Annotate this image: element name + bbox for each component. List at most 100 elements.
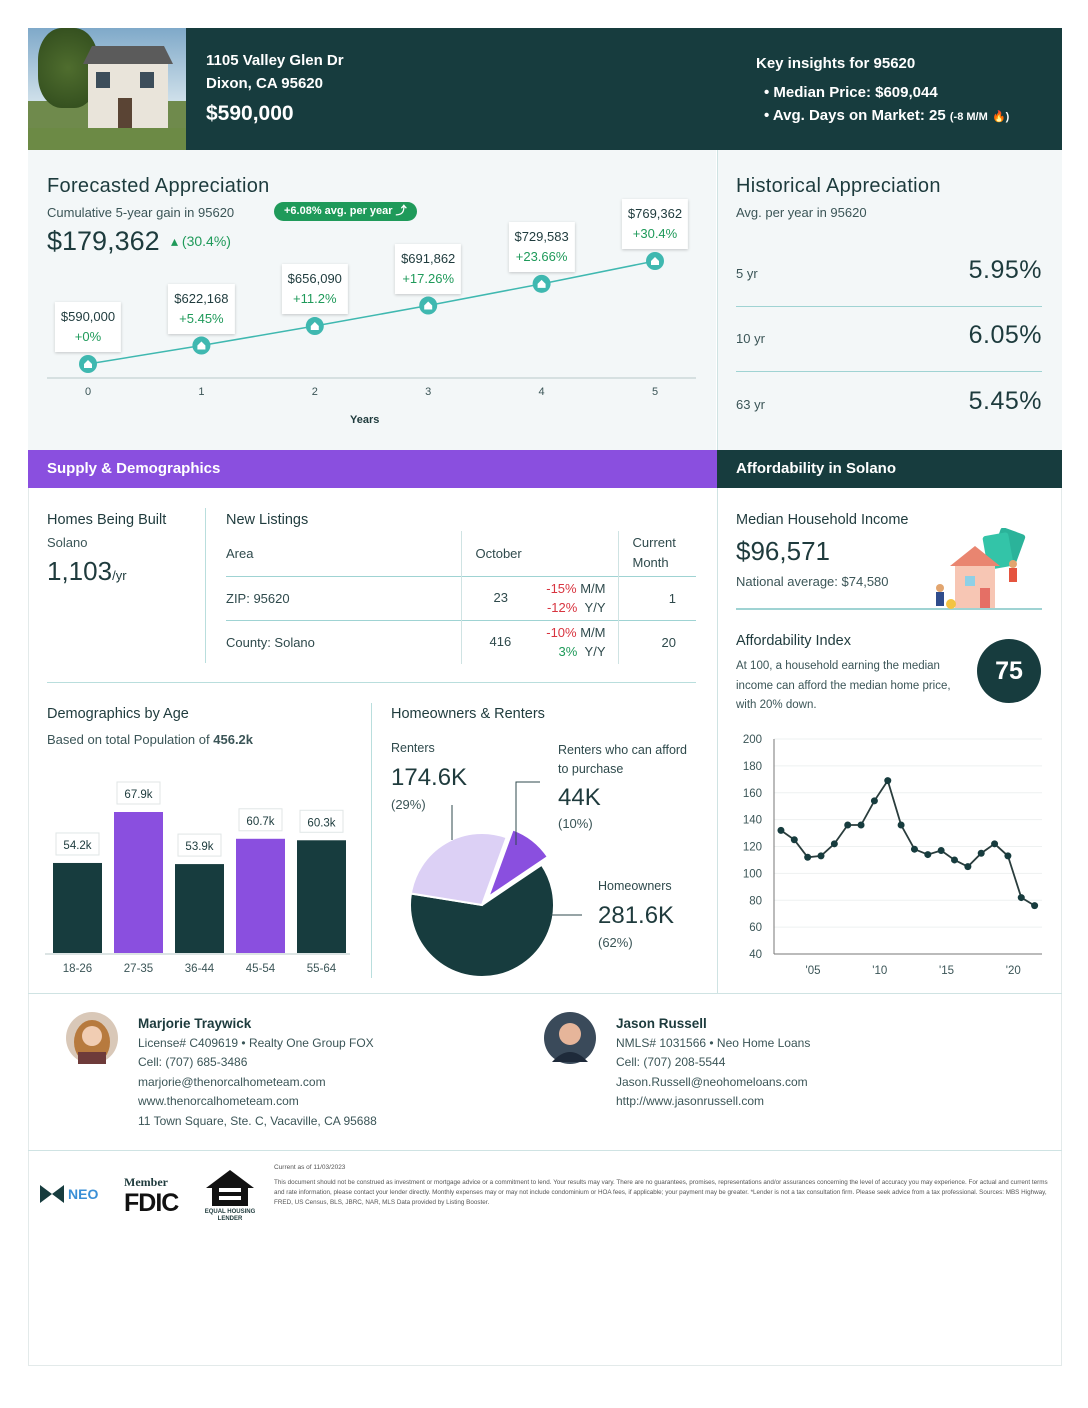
x-tick-label: 5 bbox=[652, 386, 658, 398]
y-tick-label: 160 bbox=[743, 788, 762, 800]
afford-value: 44K bbox=[558, 784, 601, 811]
point-label: $590,000 +0% bbox=[54, 302, 122, 352]
x-tick-label: '05 bbox=[806, 965, 821, 977]
data-point bbox=[817, 852, 825, 860]
x-tick-label: 45-54 bbox=[246, 963, 276, 975]
point-change: +11.2% bbox=[293, 291, 337, 307]
as-of-date: Current as of 11/03/2023 bbox=[274, 1164, 346, 1171]
point-change: +0% bbox=[74, 329, 102, 344]
homes-built-value: 1,103/yr bbox=[47, 556, 127, 591]
col-october: October bbox=[460, 531, 618, 576]
forecast-gain-pct: ▴ (30.4%) bbox=[171, 233, 231, 249]
agent-avatar bbox=[66, 1012, 118, 1064]
owners-title: Homeowners & Renters bbox=[391, 706, 545, 722]
lender-email[interactable]: Jason.Russell@neohomeloans.com bbox=[616, 1074, 808, 1089]
disclaimer: This document should not be construed as… bbox=[274, 1179, 1048, 1206]
historical-panel bbox=[717, 150, 1062, 450]
bar-label: 53.9k bbox=[185, 841, 213, 853]
fdic-logo: FDIC bbox=[124, 1189, 179, 1217]
demographics-title: Demographics by Age bbox=[47, 706, 189, 722]
data-point bbox=[897, 821, 905, 829]
median-price: • Median Price: $609,044 bbox=[764, 84, 938, 101]
lender-nmls: NMLS# 1031566 • Neo Home Loans bbox=[616, 1035, 811, 1050]
new-listings-table: Area October Current Month ZIP: 95620 23… bbox=[226, 531, 696, 664]
mm-change: -15% bbox=[546, 581, 577, 596]
neo-logo-text: NEO bbox=[68, 1186, 99, 1202]
data-point bbox=[884, 777, 892, 785]
address-line-1: 1105 Valley Glen Dr bbox=[206, 52, 344, 69]
data-point bbox=[790, 836, 798, 844]
row-value: 6.05% bbox=[968, 321, 1042, 349]
pie-slice bbox=[409, 832, 508, 907]
badge-text: +6.08% avg. per year bbox=[284, 205, 393, 217]
row-value: 5.95% bbox=[968, 256, 1042, 284]
home-icon bbox=[197, 341, 206, 350]
lender-website[interactable]: http://www.jasonrussell.com bbox=[616, 1094, 765, 1108]
mm-label: M/M bbox=[580, 581, 606, 596]
renters-label: Renters bbox=[391, 741, 435, 755]
home-icon bbox=[651, 257, 659, 265]
bar-label: 60.7k bbox=[246, 816, 274, 828]
dom-value: • Avg. Days on Market: 25 bbox=[764, 107, 946, 124]
divider bbox=[205, 508, 206, 663]
y-tick-label: 40 bbox=[749, 949, 762, 961]
forecast-x-axis-label: Years bbox=[350, 414, 380, 426]
bar-label-box bbox=[299, 809, 344, 833]
subtitle-text: Based on total Population of bbox=[47, 732, 210, 747]
agent-website[interactable]: www.thenorcalhometeam.com bbox=[138, 1094, 299, 1108]
dom-close: ) bbox=[1005, 111, 1010, 123]
fire-icon: 🔥 bbox=[991, 111, 1006, 123]
x-tick-label: 4 bbox=[539, 386, 545, 398]
point-value: $656,090 bbox=[287, 271, 342, 287]
y-tick-label: 120 bbox=[743, 842, 762, 854]
row-label: 63 yr bbox=[736, 397, 765, 412]
yy-label: Y/Y bbox=[584, 644, 606, 660]
yy-change: -12% bbox=[546, 600, 578, 615]
data-point bbox=[844, 821, 852, 829]
data-point bbox=[924, 851, 932, 859]
col-area: Area bbox=[226, 545, 254, 561]
bar bbox=[297, 840, 346, 953]
lender-phone[interactable]: Cell: (707) 208-5544 bbox=[616, 1055, 726, 1069]
data-point bbox=[991, 840, 999, 848]
insights-title: Key insights for 95620 bbox=[756, 55, 916, 72]
equal-housing-icon bbox=[206, 1170, 254, 1206]
point-label: $656,090 +11.2% bbox=[281, 264, 348, 315]
agent-email[interactable]: marjorie@thenorcalhometeam.com bbox=[138, 1074, 326, 1089]
cell-area: County: Solano bbox=[226, 634, 315, 650]
row-label: 10 yr bbox=[736, 331, 765, 346]
data-point bbox=[804, 853, 812, 861]
x-tick-label: '10 bbox=[872, 965, 887, 977]
property-photo bbox=[28, 28, 186, 150]
data-point bbox=[830, 840, 838, 848]
data-point bbox=[857, 821, 865, 829]
lender-contact: Jason Russell NMLS# 1031566 • Neo Home L… bbox=[616, 1014, 810, 1112]
owners-pct: (62%) bbox=[598, 935, 633, 950]
point-label: $769,362 +30.4% bbox=[621, 199, 689, 249]
table-row: ZIP: 95620 23 -15% M/M -12% Y/Y 1 bbox=[226, 576, 696, 620]
population-value: 456.2k bbox=[213, 732, 254, 747]
forecast-panel bbox=[28, 150, 716, 450]
divider bbox=[28, 993, 1062, 994]
index-description: At 100, a household earning the median i… bbox=[736, 660, 951, 711]
x-tick-label: 27-35 bbox=[124, 963, 153, 975]
bar-label: 54.2k bbox=[63, 840, 91, 852]
agent-phone[interactable]: Cell: (707) 685-3486 bbox=[138, 1055, 248, 1069]
renters-value: 174.6K bbox=[391, 764, 468, 791]
x-tick-label: 2 bbox=[312, 386, 318, 398]
dom-change: (-8 M/M bbox=[949, 111, 988, 123]
owners-value: 281.6K bbox=[598, 902, 675, 929]
agent-license: License# C409619 • Realty One Group FOX bbox=[138, 1035, 374, 1050]
point-value: $729,583 bbox=[514, 228, 569, 244]
agent-address: 11 Town Square, Ste. C, Vacaville, CA 95… bbox=[138, 1113, 377, 1128]
income-title: Median Household Income bbox=[736, 512, 909, 528]
mm-label: M/M bbox=[580, 625, 606, 641]
october-value: 23 bbox=[493, 590, 508, 605]
x-tick-label: 1 bbox=[198, 386, 204, 398]
bar-label-box bbox=[116, 781, 161, 805]
renters-pct: (29%) bbox=[391, 797, 426, 812]
mm-change: -10% bbox=[546, 625, 577, 641]
table-header: Area October Current Month bbox=[226, 531, 696, 576]
x-tick-label: '15 bbox=[939, 965, 954, 977]
fdic-member: Member bbox=[124, 1175, 168, 1189]
